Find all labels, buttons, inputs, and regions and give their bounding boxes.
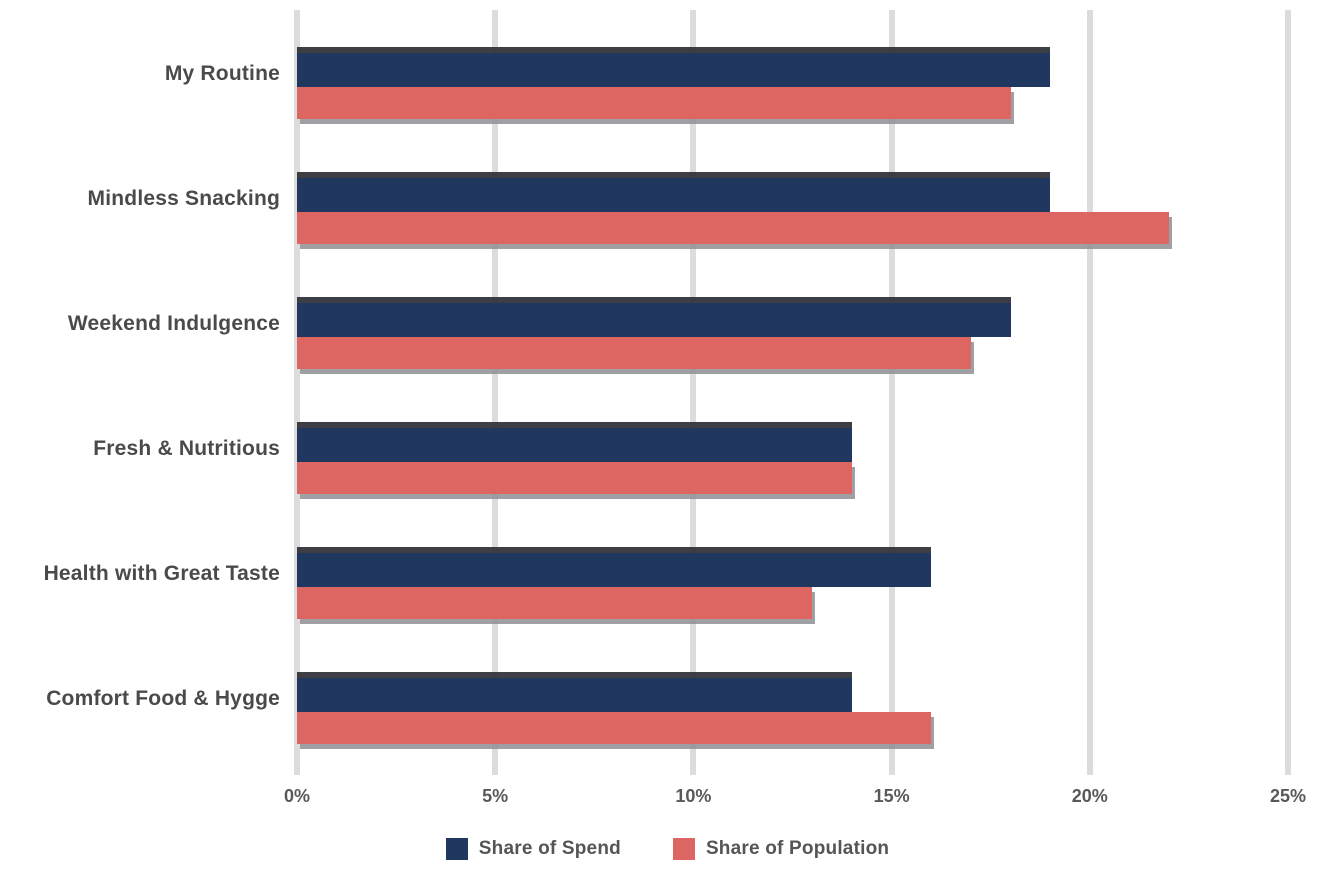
bar-share-of-population: [297, 212, 1170, 244]
x-tick-label: 10%: [675, 786, 712, 806]
category-row: Mindless Snacking: [88, 135, 1288, 260]
category-label: Health with Great Taste: [43, 562, 280, 585]
bar-share-of-population: [297, 87, 1011, 119]
legend-label: Share of Population: [705, 838, 890, 859]
category-label: Comfort Food & Hygge: [46, 687, 280, 710]
bar-share-of-population: [297, 712, 932, 744]
category-label: My Routine: [164, 62, 280, 85]
x-tick-label: 25%: [1269, 786, 1307, 806]
category-row: Health with Great Taste: [44, 510, 1288, 635]
category-row: Comfort Food & Hygge: [46, 635, 1288, 760]
x-tick-label: 0%: [283, 786, 310, 806]
legend-item: Share of Spend: [445, 838, 621, 860]
x-tick-label: 20%: [1071, 786, 1108, 806]
category-row: Weekend Indulgence: [68, 260, 1288, 385]
bar-share-of-spend: [297, 553, 932, 587]
gridline: [1086, 10, 1093, 775]
legend-swatch-icon: [672, 838, 695, 860]
plot-area: My Routine Mindless Snacking Weekend Indul…: [44, 10, 1291, 775]
bar-share-of-spend: [297, 678, 852, 712]
bar-share-of-spend: [297, 303, 1011, 337]
bar-share-of-population: [297, 462, 852, 494]
bar-share-of-spend: [297, 178, 1051, 212]
bar-share-of-spend: [297, 428, 852, 462]
bar-share-of-spend: [297, 53, 1051, 87]
gridline: [492, 10, 499, 775]
x-tick-label: 15%: [873, 786, 910, 806]
gridline: [294, 10, 300, 775]
gridline: [1285, 10, 1291, 775]
legend: Share of Spend Share of Population: [0, 838, 1335, 860]
bar-share-of-population: [297, 337, 971, 369]
gridline: [690, 10, 697, 775]
legend-item: Share of Population: [672, 838, 890, 860]
category-label: Weekend Indulgence: [67, 312, 280, 335]
category-label: Mindless Snacking: [87, 187, 280, 210]
x-tick-label: 5%: [482, 786, 509, 806]
gridline: [888, 10, 895, 775]
category-label: Fresh & Nutritious: [93, 437, 280, 460]
category-row: My Routine: [165, 10, 1288, 135]
legend-label: Share of Spend: [478, 838, 621, 859]
category-row: Fresh & Nutritious: [93, 385, 1288, 510]
bar-share-of-population: [297, 587, 813, 619]
legend-swatch-icon: [445, 838, 468, 860]
